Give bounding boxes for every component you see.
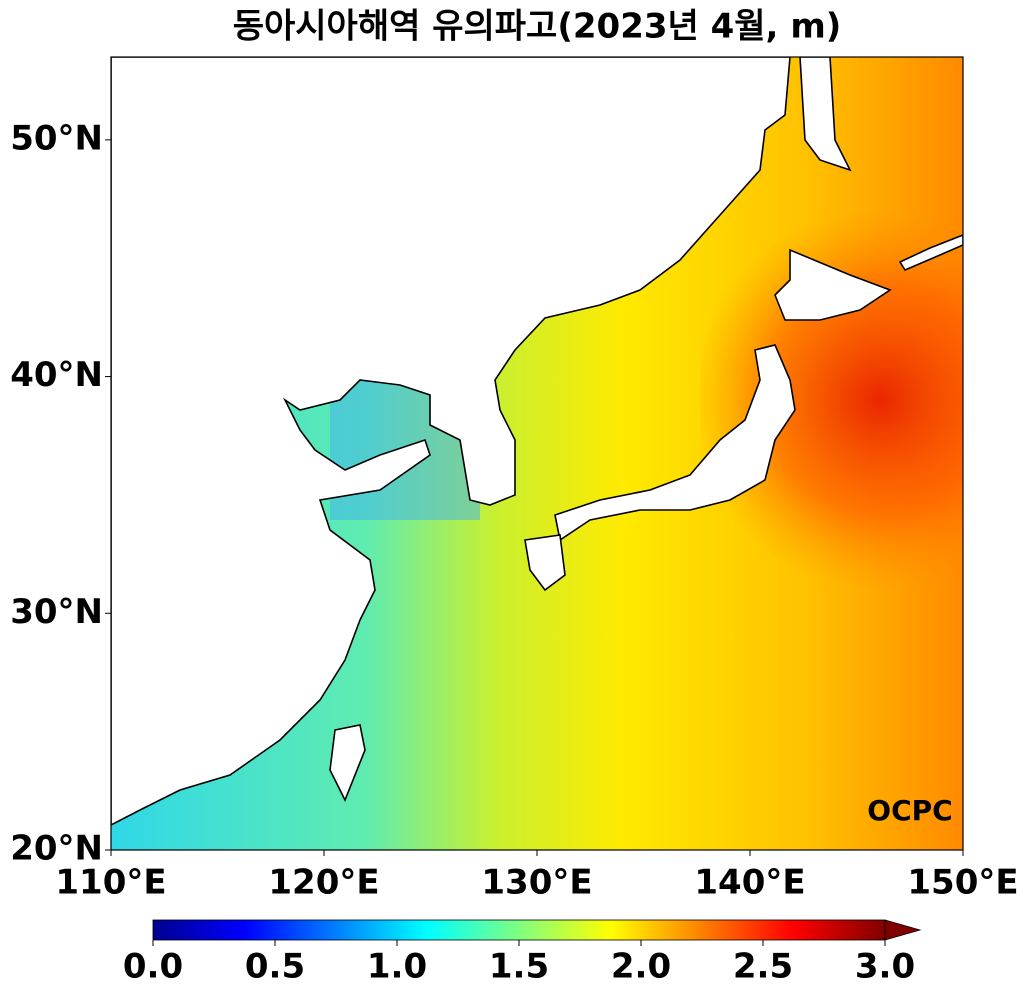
colorbar	[152, 919, 886, 941]
kamchatka	[898, 234, 963, 272]
x-tick-label: 140°E	[694, 863, 805, 903]
y-tick-label: 30°N	[10, 592, 103, 632]
kyushu	[524, 534, 566, 592]
hokkaido	[774, 248, 892, 321]
sakhalin	[799, 57, 852, 172]
honshu	[554, 344, 796, 542]
y-tick-label: 40°N	[10, 355, 103, 395]
wave-field	[111, 57, 963, 850]
y-tick-label: 50°N	[10, 118, 103, 158]
y-tick-label: 20°N	[10, 829, 103, 869]
title: 동아시아해역 유의파고(2023년 4월, m)	[233, 7, 842, 47]
colorbar-tick-label: 0.5	[245, 947, 305, 987]
taiwan	[329, 724, 366, 802]
x-tick-label: 110°E	[55, 863, 166, 903]
colorbar-tick-label: 2.5	[733, 947, 793, 987]
x-tick-label: 120°E	[268, 863, 379, 903]
x-tick-label: 130°E	[481, 863, 592, 903]
colorbar-tick-label: 3.0	[855, 947, 915, 987]
colorbar-extend	[884, 919, 922, 941]
mainland	[111, 57, 791, 826]
x-tick-label: 150°E	[907, 863, 1018, 903]
colorbar-tick-label: 1.0	[367, 947, 427, 987]
colorbar-tick-label: 2.0	[611, 947, 671, 987]
colorbar-tick-label: 1.5	[489, 947, 549, 987]
colorbar-tick-label: 0.0	[123, 947, 183, 987]
logo: OCPC	[867, 794, 952, 827]
